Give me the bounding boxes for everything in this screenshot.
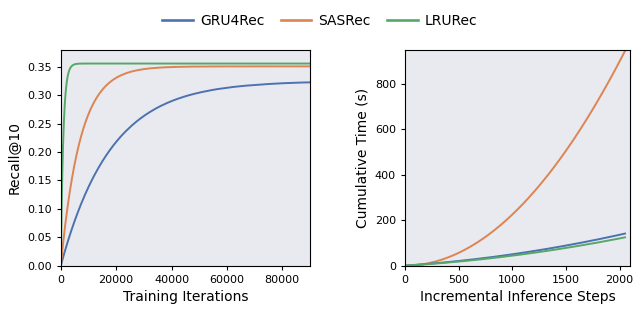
SASRec <box>166 65 174 69</box>
GRU4Rec <box>228 85 236 89</box>
SASRec <box>83 118 90 122</box>
GRU4Rec <box>306 80 314 84</box>
GRU4Rec <box>157 104 165 108</box>
X-axis label: Training Iterations: Training Iterations <box>123 290 248 304</box>
Y-axis label: Cumulative Time (s): Cumulative Time (s) <box>355 88 369 228</box>
SASRec <box>305 64 313 68</box>
GRU4Rec <box>166 99 174 103</box>
LRURec <box>252 62 259 65</box>
SASRec <box>228 64 236 68</box>
Line: GRU4Rec: GRU4Rec <box>61 82 310 266</box>
SASRec <box>252 64 259 68</box>
LRURec <box>253 62 261 65</box>
SASRec <box>57 264 65 268</box>
SASRec <box>306 64 314 68</box>
LRURec <box>306 62 314 65</box>
LRURec <box>83 62 90 65</box>
Y-axis label: Recall@10: Recall@10 <box>8 121 22 194</box>
Line: SASRec: SASRec <box>61 66 310 266</box>
LRURec <box>228 62 236 65</box>
Legend: GRU4Rec, SASRec, LRURec: GRU4Rec, SASRec, LRURec <box>157 9 483 34</box>
GRU4Rec <box>57 264 65 268</box>
LRURec <box>256 62 264 65</box>
LRURec <box>157 62 165 65</box>
X-axis label: Incremental Inference Steps: Incremental Inference Steps <box>420 290 616 304</box>
GRU4Rec <box>256 83 264 87</box>
SASRec <box>256 64 264 68</box>
SASRec <box>157 66 165 70</box>
GRU4Rec <box>83 190 90 194</box>
Line: LRURec: LRURec <box>61 63 310 266</box>
LRURec <box>57 264 65 268</box>
LRURec <box>166 62 174 65</box>
GRU4Rec <box>252 83 259 87</box>
